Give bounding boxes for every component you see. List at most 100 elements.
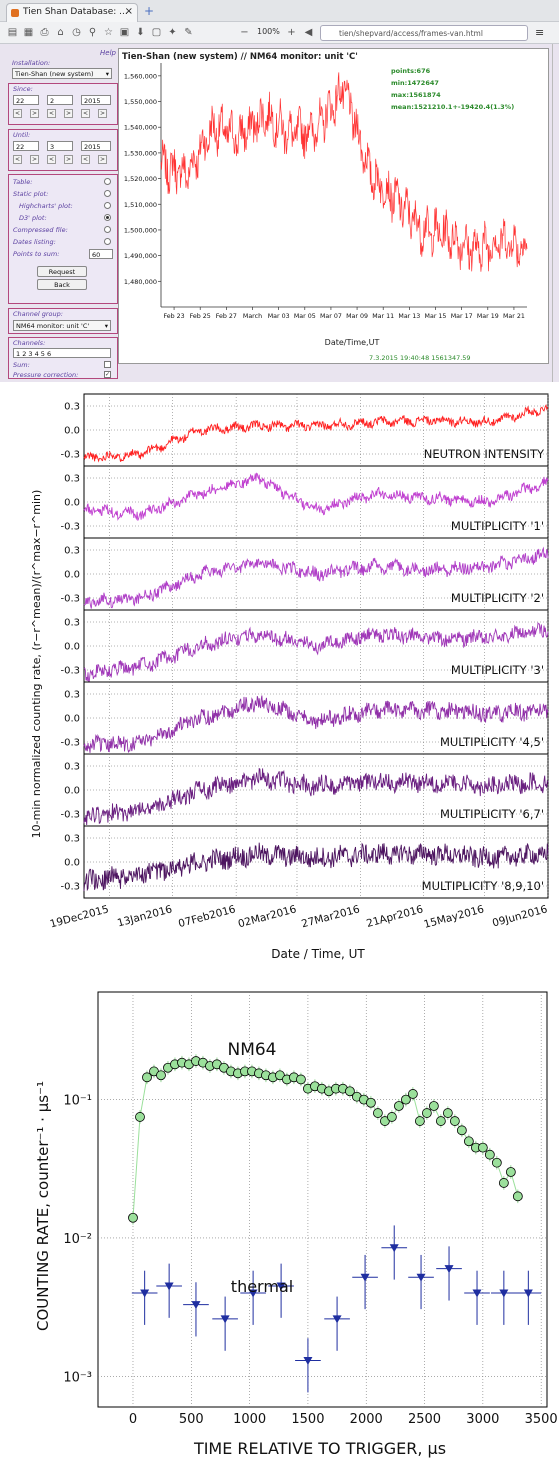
radio-dates[interactable] [104, 238, 111, 245]
vertical-scrollbar[interactable] [552, 44, 559, 382]
browser-tab[interactable]: Tien Shan Database: ... × [6, 3, 138, 22]
until-arrow-2[interactable]: < [47, 155, 56, 164]
until-year-input[interactable]: 2015 [81, 141, 111, 151]
until-arrow-4[interactable]: < [81, 155, 90, 164]
back-icon[interactable]: ◀ [304, 27, 313, 38]
thermal-point [444, 1265, 454, 1274]
browser-plot-stat: points:676 [391, 67, 431, 75]
installation-label: Installation: [12, 59, 51, 67]
until-day-input[interactable]: 22 [13, 141, 39, 151]
star-icon[interactable]: ☆ [104, 27, 113, 38]
nm64-point [386, 1112, 397, 1122]
since-day-input[interactable]: 22 [13, 95, 39, 105]
search-icon[interactable]: ⚲ [88, 27, 97, 38]
browser-plot-stat: max:1561874 [391, 91, 441, 99]
browser-plot-x-tick-label: Feb 27 [216, 313, 237, 320]
multiplicity-y-tick-label: 0.0 [64, 858, 80, 869]
browser-plot-y-tick-label: 1,550,000 [124, 98, 157, 106]
zoom-out-icon[interactable]: − [240, 27, 249, 38]
history-icon[interactable]: ◷ [72, 27, 81, 38]
zoom-in-icon[interactable]: + [287, 27, 296, 38]
multiplicity-x-tick-label: 13Jan2016 [116, 903, 174, 929]
radio-highcharts[interactable] [104, 202, 111, 209]
until-arrow-0[interactable]: < [13, 155, 22, 164]
points-input[interactable]: 60 [89, 249, 113, 259]
multiplicity-series-label: MULTIPLICITY '1' [451, 519, 544, 533]
nm64-point [435, 1116, 446, 1126]
channels-input[interactable]: 1 2 3 4 5 6 [13, 348, 111, 358]
sum-checkbox[interactable] [104, 361, 111, 368]
grid-icon[interactable]: ▦ [23, 27, 34, 38]
since-month-input[interactable]: 2 [47, 95, 73, 105]
thermal-label: thermal [231, 1277, 293, 1296]
since-arrow-5[interactable]: > [98, 109, 107, 118]
channel-group: Channel group: NM64 monitor: unit 'C' ▾ [8, 308, 118, 334]
radio-table[interactable] [104, 178, 111, 185]
url-bar[interactable]: tien/shepvard/access/frames-van.html [320, 25, 528, 41]
option-label-compressed: Compressed file: [13, 226, 68, 234]
multiplicity-ylabel: 10-min normalized counting rate, (r−r^me… [30, 490, 43, 839]
thermal-point [140, 1289, 150, 1298]
print-icon[interactable]: ⎙ [40, 27, 49, 38]
browser-plot-y-tick-label: 1,510,000 [124, 201, 157, 209]
multiplicity-y-tick-label: -0.3 [60, 882, 80, 893]
save-icon[interactable]: ▢ [151, 27, 162, 38]
radio-static[interactable] [104, 190, 111, 197]
trigger-x-tick-label: 2500 [408, 1412, 441, 1427]
multiplicity-y-tick-label: -0.3 [60, 738, 80, 749]
browser-plot-y-tick-label: 1,490,000 [124, 252, 157, 260]
help-link[interactable]: Help [100, 49, 116, 57]
channel-group-select[interactable]: NM64 monitor: unit 'C' ▾ [13, 320, 111, 331]
since-arrow-3[interactable]: > [64, 109, 73, 118]
since-arrow-1[interactable]: > [30, 109, 39, 118]
multiplicity-y-tick-label: 0.0 [64, 642, 80, 653]
trigger-x-tick-label: 1500 [291, 1412, 324, 1427]
until-arrow-5[interactable]: > [98, 155, 107, 164]
back-button[interactable]: Back [37, 279, 87, 290]
nm64-point [135, 1112, 145, 1122]
until-month-input[interactable]: 3 [47, 141, 73, 151]
until-arrow-3[interactable]: > [64, 155, 73, 164]
tools-icon[interactable]: ✦ [168, 27, 177, 38]
home-icon[interactable]: ⌂ [57, 27, 64, 38]
multiplicity-series-line [83, 546, 549, 609]
tab-bar: Tien Shan Database: ... × + [0, 0, 559, 22]
trigger-x-tick-label: 0 [129, 1412, 137, 1427]
trigger-x-tick-label: 500 [179, 1412, 204, 1427]
pressure-checkbox[interactable]: ✓ [104, 371, 111, 378]
new-tab-icon[interactable]: + [144, 4, 155, 18]
radio-compressed[interactable] [104, 226, 111, 233]
browser-plot[interactable]: Tien-Shan (new system) // NM64 monitor: … [119, 49, 550, 365]
since-arrow-0[interactable]: < [13, 109, 22, 118]
clipboard-icon[interactable]: ▣ [119, 27, 130, 38]
installation-select[interactable]: Tien-Shan (new system) ▾ [12, 68, 112, 79]
browser-plot-x-tick-label: Feb 25 [190, 313, 211, 320]
since-arrow-4[interactable]: < [81, 109, 90, 118]
multiplicity-y-tick-label: 0.3 [64, 474, 80, 485]
multiplicity-y-tick-label: 0.3 [64, 618, 80, 629]
since-arrow-2[interactable]: < [47, 109, 56, 118]
multiplicity-x-tick-label: 27Mar2016 [300, 903, 361, 930]
zoom-level: 100% [257, 27, 280, 36]
wrench-icon[interactable]: ✎ [184, 27, 193, 38]
download-icon[interactable]: ⬇ [136, 27, 145, 38]
thermal-point [499, 1289, 509, 1298]
thermal-point [332, 1315, 342, 1324]
until-arrow-1[interactable]: > [30, 155, 39, 164]
since-year-input[interactable]: 2015 [81, 95, 111, 105]
menu-icon[interactable]: ≡ [535, 26, 545, 39]
bookmarks-icon[interactable]: ▤ [7, 27, 18, 38]
query-form: Help Installation: Tien-Shan (new system… [8, 49, 118, 379]
option-label-highcharts: Highcharts' plot: [19, 202, 73, 210]
nm64-point [393, 1101, 404, 1111]
browser-toolbar: ▤ ▦ ⎙ ⌂ ◷ ⚲ ☆ ▣ ⬇ ▢ ✦ ✎ − 100% + ◀ tien/… [0, 22, 559, 44]
multiplicity-series-line [83, 767, 549, 826]
request-button[interactable]: Request [37, 266, 87, 277]
nm64-point [345, 1086, 355, 1097]
multiplicity-y-tick-label: 0.3 [64, 762, 80, 773]
close-tab-icon[interactable]: × [124, 6, 133, 17]
nm64-point [512, 1191, 523, 1202]
thermal-point [303, 1357, 313, 1366]
radio-d3[interactable] [104, 214, 111, 221]
browser-plot-content: 1,560,000 1,550,000 1,540,000 1,530,000 1,52… [124, 63, 528, 320]
